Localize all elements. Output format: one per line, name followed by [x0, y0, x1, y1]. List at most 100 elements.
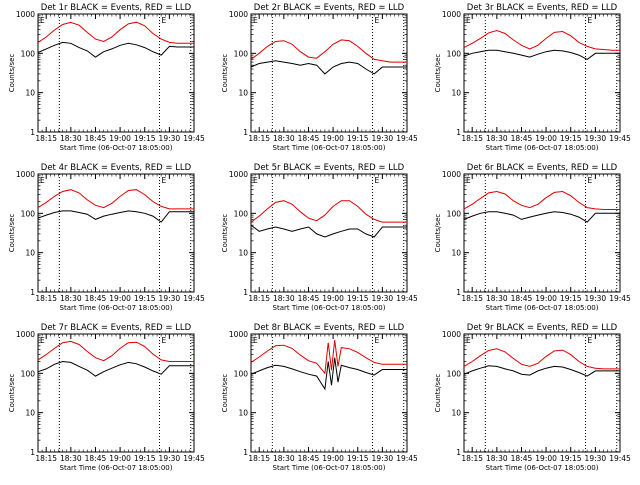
event-marker: E — [162, 336, 167, 345]
x-tick-label: 19:30 — [159, 454, 181, 463]
y-tick-label: 1 — [456, 128, 461, 137]
series-line-red — [250, 39, 407, 63]
y-axis-label: Counts/sec — [8, 54, 16, 93]
y-tick-label: 1000 — [442, 170, 461, 179]
series-line-black — [250, 224, 407, 238]
y-tick-label: 1000 — [16, 10, 35, 19]
y-tick-label: 10 — [25, 249, 35, 258]
y-tick-label: 1000 — [229, 170, 248, 179]
chart-panel: Det 6r BLACK = Events, RED = LLD 1 10 100 10… — [434, 163, 631, 312]
y-tick-label: 10 — [451, 249, 461, 258]
x-axis-label: Start Time (06-Oct-07 18:05:00) — [60, 144, 173, 152]
x-tick-label: 18:45 — [511, 294, 533, 303]
x-tick-label: 19:30 — [585, 294, 607, 303]
x-tick-label: 18:45 — [85, 294, 107, 303]
x-tick-label: 19:00 — [535, 294, 557, 303]
chart-panel: Det 2r BLACK = Events, RED = LLD 1 10 100 10… — [221, 3, 418, 152]
y-tick-label: 100 — [447, 49, 462, 58]
y-tick-label: 1000 — [16, 170, 35, 179]
x-tick-label: 18:30 — [486, 134, 508, 143]
y-tick-label: 1000 — [442, 330, 461, 339]
series-line-black — [463, 49, 620, 60]
x-axis-label: Start Time (06-Oct-07 18:05:00) — [486, 144, 599, 152]
y-tick-label: 10 — [238, 89, 248, 98]
x-tick-label: 18:45 — [298, 134, 320, 143]
x-tick-label: 18:30 — [60, 294, 82, 303]
y-tick-label: 10 — [451, 409, 461, 418]
event-marker: E — [588, 176, 593, 185]
x-tick-label: 19:00 — [322, 454, 344, 463]
y-tick-label: 10 — [25, 89, 35, 98]
x-tick-label: 19:45 — [396, 294, 418, 303]
x-tick-label: 18:15 — [248, 134, 270, 143]
event-marker: E — [253, 16, 258, 25]
event-marker: E — [375, 176, 380, 185]
x-tick-label: 19:15 — [347, 294, 369, 303]
series-line-black — [37, 210, 194, 223]
y-tick-label: 10 — [451, 89, 461, 98]
x-tick-label: 18:30 — [486, 454, 508, 463]
series-line-red — [37, 340, 194, 362]
x-tick-label: 19:45 — [609, 294, 631, 303]
x-tick-label: 18:45 — [511, 134, 533, 143]
x-tick-label: 18:45 — [298, 454, 320, 463]
x-axis-label: Start Time (06-Oct-07 18:05:00) — [273, 144, 386, 152]
y-tick-label: 100 — [21, 369, 36, 378]
x-tick-label: 18:45 — [85, 134, 107, 143]
y-tick-label: 100 — [234, 369, 249, 378]
series-line-black — [463, 365, 620, 377]
x-tick-label: 18:15 — [461, 454, 483, 463]
series-line-black — [37, 41, 194, 58]
y-tick-label: 100 — [21, 209, 36, 218]
y-tick-label: 1000 — [442, 10, 461, 19]
series-line-red — [37, 21, 194, 44]
chart-title: Det 7r BLACK = Events, RED = LLD — [41, 323, 192, 333]
x-tick-label: 19:30 — [372, 134, 394, 143]
y-tick-label: 100 — [234, 209, 249, 218]
x-tick-label: 18:15 — [35, 134, 57, 143]
x-axis-label: Start Time (06-Oct-07 18:05:00) — [60, 464, 173, 472]
series-line-red — [463, 190, 620, 210]
event-marker: E — [588, 16, 593, 25]
series-line-black — [463, 211, 620, 223]
x-tick-label: 18:30 — [60, 454, 82, 463]
y-tick-label: 1000 — [16, 330, 35, 339]
y-tick-label: 1 — [456, 288, 461, 297]
y-tick-label: 100 — [234, 49, 249, 58]
series-line-black — [250, 357, 407, 391]
plot-frame — [463, 173, 621, 293]
x-tick-label: 19:30 — [585, 134, 607, 143]
x-tick-label: 19:30 — [159, 134, 181, 143]
x-tick-label: 19:15 — [560, 134, 582, 143]
x-tick-label: 19:45 — [609, 134, 631, 143]
x-tick-label: 19:45 — [396, 134, 418, 143]
y-axis-label: Counts/sec — [8, 214, 16, 253]
series-line-red — [463, 29, 620, 51]
x-tick-label: 19:15 — [134, 454, 156, 463]
y-tick-label: 1 — [243, 128, 248, 137]
x-axis-label: Start Time (06-Oct-07 18:05:00) — [273, 464, 386, 472]
x-tick-label: 18:30 — [486, 294, 508, 303]
series-line-red — [37, 189, 194, 210]
x-tick-label: 19:00 — [109, 454, 131, 463]
event-marker: E — [466, 336, 471, 345]
y-tick-label: 1000 — [229, 10, 248, 19]
x-tick-label: 19:45 — [183, 134, 205, 143]
event-marker: E — [253, 336, 258, 345]
x-tick-label: 19:00 — [322, 134, 344, 143]
plot-frame — [250, 13, 408, 133]
x-tick-label: 19:00 — [109, 134, 131, 143]
chart-panel: Det 4r BLACK = Events, RED = LLD 1 10 100 10… — [8, 163, 205, 312]
y-tick-label: 100 — [447, 369, 462, 378]
chart-title: Det 4r BLACK = Events, RED = LLD — [41, 163, 192, 173]
x-tick-label: 19:45 — [609, 454, 631, 463]
x-axis-label: Start Time (06-Oct-07 18:05:00) — [273, 304, 386, 312]
series-line-black — [37, 360, 194, 377]
x-tick-label: 18:15 — [248, 454, 270, 463]
y-axis-label: Counts/sec — [434, 54, 442, 93]
x-tick-label: 19:45 — [396, 454, 418, 463]
chart-title: Det 1r BLACK = Events, RED = LLD — [41, 3, 192, 13]
x-tick-label: 19:30 — [159, 294, 181, 303]
x-tick-label: 19:15 — [560, 454, 582, 463]
